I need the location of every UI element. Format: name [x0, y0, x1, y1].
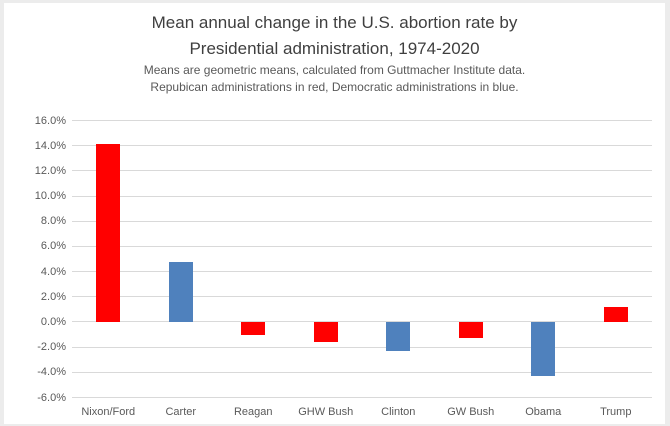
- x-axis-label-clinton: Clinton: [381, 405, 416, 418]
- chart-title-line-2: Presidential administration, 1974-2020: [189, 39, 480, 58]
- bar-carter: [168, 261, 193, 322]
- gridline-14.0%: [72, 145, 652, 147]
- bar-trump: [603, 306, 628, 322]
- gridline-12.0%: [72, 170, 652, 172]
- gridline-4.0%: [72, 271, 652, 273]
- x-axis-label-trump: Trump: [600, 405, 632, 418]
- chart-subtitle-line-1: Means are geometric means, calculated fr…: [143, 63, 526, 77]
- y-axis-tick-label: 12.0%: [34, 164, 66, 177]
- y-axis-tick-label: 16.0%: [34, 114, 66, 127]
- bar-ghw-bush: [313, 321, 338, 343]
- chart-subtitle-line-2: Repubican administrations in red, Democr…: [150, 79, 519, 94]
- y-axis-tick-label: 8.0%: [40, 215, 66, 228]
- gridline-8.0%: [72, 220, 652, 222]
- y-axis-tick-label: 4.0%: [40, 265, 66, 278]
- gridline--4.0%: [72, 371, 652, 373]
- bar-gw-bush: [458, 321, 483, 339]
- y-axis-tick-label: 0.0%: [40, 315, 66, 328]
- y-axis-tick-label: 6.0%: [40, 240, 66, 253]
- gridline-0.0%: [72, 321, 652, 323]
- y-axis-tick-label: -4.0%: [37, 366, 66, 379]
- x-axis-label-reagan: Reagan: [233, 405, 273, 418]
- y-axis-tick-label: 2.0%: [40, 290, 66, 303]
- gridline-16.0%: [72, 120, 652, 121]
- gridline-10.0%: [72, 195, 652, 197]
- y-axis-tick-label: -2.0%: [37, 341, 66, 354]
- chart-title: Mean annual change in the U.S. abortion …: [4, 3, 665, 62]
- bar-reagan: [241, 321, 266, 335]
- chart-canvas: Mean annual change in the U.S. abortion …: [4, 3, 665, 424]
- chart-subtitle: Means are geometric means, calculated fr…: [4, 62, 665, 95]
- x-axis-label-gw-bush: GW Bush: [447, 405, 495, 418]
- x-axis-label-obama: Obama: [525, 405, 562, 418]
- x-axis-label-carter: Carter: [165, 405, 197, 418]
- gridline--2.0%: [72, 346, 652, 348]
- y-axis-tick-label: -6.0%: [37, 391, 66, 404]
- gridline-6.0%: [72, 245, 652, 247]
- bar-nixon-ford: [96, 144, 121, 322]
- x-axis-label-nixon-ford: Nixon/Ford: [81, 405, 136, 418]
- bar-obama: [531, 321, 556, 377]
- bar-clinton: [386, 321, 411, 351]
- y-axis-tick-label: 10.0%: [34, 190, 66, 203]
- gridline-2.0%: [72, 296, 652, 298]
- x-axis-label-ghw-bush: GHW Bush: [298, 405, 354, 418]
- y-axis-tick-label: 14.0%: [34, 139, 66, 152]
- gridline--6.0%: [72, 397, 652, 398]
- chart-title-line-1: Mean annual change in the U.S. abortion …: [151, 13, 518, 32]
